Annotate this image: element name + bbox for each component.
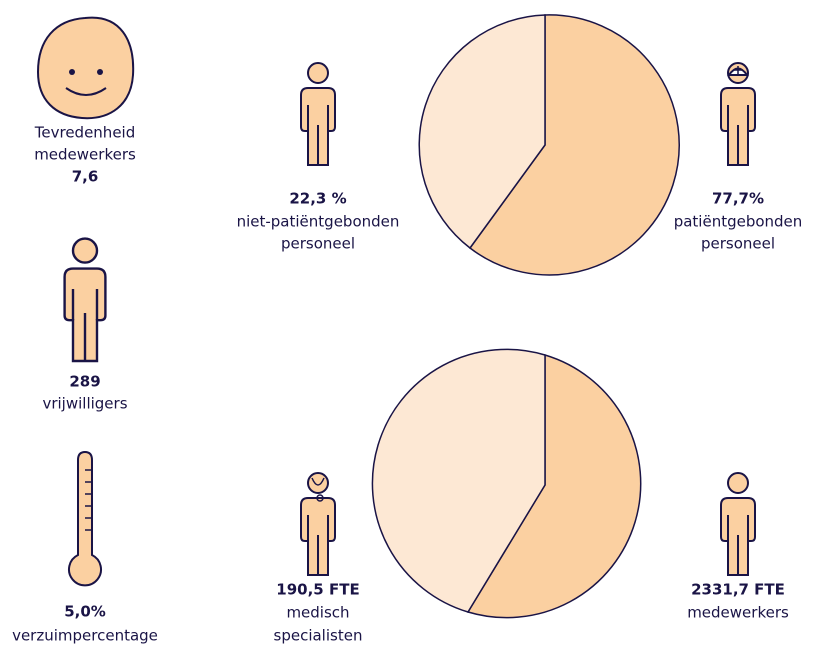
label: medewerkers <box>34 146 136 164</box>
label: personeel <box>701 235 775 253</box>
label: vrijwilligers <box>42 395 127 413</box>
person-icon <box>300 62 336 166</box>
label: patiëntgebonden <box>674 213 803 231</box>
value: 7,6 <box>72 168 99 186</box>
value: 77,7% <box>712 190 764 208</box>
smiley-icon <box>36 16 135 120</box>
doctor-icon <box>300 472 336 576</box>
pie <box>418 14 680 276</box>
label: niet-patiëntgebonden <box>237 213 400 231</box>
thermometer-icon <box>68 450 102 587</box>
value: 5,0% <box>64 603 106 621</box>
label: personeel <box>281 235 355 253</box>
label: Tevredenheid <box>34 124 135 142</box>
label: verzuimpercentage <box>12 627 158 645</box>
label: medisch <box>286 604 349 622</box>
value: 289 <box>69 373 100 391</box>
nurse-icon <box>720 62 756 166</box>
person-icon <box>63 237 107 363</box>
value: 190,5 FTE <box>276 581 359 599</box>
pie <box>371 348 642 619</box>
label: medewerkers <box>687 604 789 622</box>
label: specialisten <box>274 627 363 645</box>
value: 2331,7 FTE <box>691 581 785 599</box>
value: 22,3 % <box>289 190 346 208</box>
person-icon <box>720 472 756 576</box>
